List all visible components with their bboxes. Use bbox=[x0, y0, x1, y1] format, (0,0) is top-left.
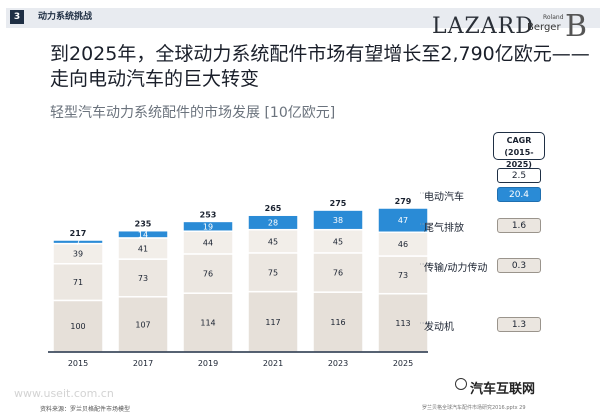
data-label: 7 bbox=[75, 238, 80, 247]
data-label: 19 bbox=[203, 222, 213, 231]
total-label: 265 bbox=[265, 204, 282, 213]
logo-rb-big: Berger bbox=[527, 22, 561, 33]
cagr-title: CAGR bbox=[506, 136, 532, 145]
x-tick-label: 2017 bbox=[133, 359, 153, 368]
bar-segment bbox=[377, 292, 429, 353]
data-label: 73 bbox=[398, 271, 408, 280]
bar-segment bbox=[117, 258, 169, 298]
cagr-total-value: 2.5 bbox=[497, 168, 541, 183]
legend-powertrain-label: 传输/动力传动 bbox=[424, 263, 488, 274]
data-label: 100 bbox=[70, 322, 85, 331]
lazard-logo: LAZARD bbox=[432, 14, 534, 39]
total-label: 217 bbox=[70, 229, 87, 238]
header-strip bbox=[6, 8, 600, 28]
chart-title: 轻型汽车动力系统配件的市场发展 [10亿欧元] bbox=[50, 105, 336, 121]
cagr-engine-value: 1.3 bbox=[497, 317, 541, 332]
bar-segment bbox=[117, 237, 169, 260]
bar-segment bbox=[182, 292, 234, 353]
cagr-header-box: CAGR (2015-2025) bbox=[493, 132, 545, 169]
data-label: 39 bbox=[73, 250, 83, 259]
data-label: 14 bbox=[138, 230, 148, 239]
data-label: 73 bbox=[138, 274, 148, 283]
cagr-powertrain-value: 0.3 bbox=[497, 258, 541, 273]
bar-segment bbox=[52, 262, 104, 302]
data-label: 45 bbox=[268, 237, 278, 246]
total-label: 279 bbox=[395, 197, 412, 206]
cagr-exhaust-value: 1.6 bbox=[497, 218, 541, 233]
data-label: 46 bbox=[398, 240, 408, 249]
x-tick-label: 2023 bbox=[328, 359, 348, 368]
bar-segment bbox=[182, 253, 234, 294]
bar-segment bbox=[247, 290, 299, 353]
file-note: 罗兰贝格全球汽车配件市场研究2016.pptx 29 bbox=[422, 405, 526, 411]
x-tick-label: 2021 bbox=[263, 359, 283, 368]
data-label: 38 bbox=[333, 216, 343, 225]
legend-ev-label: 电动汽车 bbox=[424, 192, 464, 203]
data-label: 47 bbox=[398, 216, 408, 225]
legend-exhaust-label: 尾气排放 bbox=[424, 223, 464, 234]
bar-segment bbox=[247, 214, 299, 231]
bar-segment bbox=[247, 252, 299, 293]
bar-segment bbox=[377, 255, 429, 295]
x-tick-label: 2015 bbox=[68, 359, 88, 368]
bar-segment bbox=[52, 299, 104, 353]
data-label: 71 bbox=[73, 278, 83, 287]
cagr-period: (2015-2025) bbox=[504, 148, 534, 169]
bar-segment bbox=[117, 296, 169, 353]
legend-engine-label: 发动机 bbox=[424, 322, 454, 333]
data-label: 44 bbox=[203, 239, 213, 248]
bar-segment bbox=[312, 252, 364, 293]
bar-segment bbox=[182, 220, 234, 232]
bar-segment bbox=[312, 228, 364, 254]
data-label: 75 bbox=[268, 268, 278, 277]
watermark-right: 汽车互联网 bbox=[470, 382, 536, 397]
section-title: 动力系统挑战 bbox=[38, 12, 93, 22]
data-label: 28 bbox=[268, 218, 278, 227]
bar-segment bbox=[182, 230, 234, 255]
data-label: 107 bbox=[135, 320, 150, 329]
source-note: 资料来源：罗兰贝格配件市场模型 bbox=[40, 406, 131, 413]
bar-segment bbox=[52, 239, 104, 245]
data-label: 76 bbox=[333, 269, 343, 278]
roland-berger-logo: Roland Berger B bbox=[525, 9, 595, 44]
bar-segment bbox=[117, 229, 169, 239]
bar-segment bbox=[247, 228, 299, 254]
data-label: 76 bbox=[203, 270, 213, 279]
headline: 到2025年，全球动力系统配件市场有望增长至2,790亿欧元——走向电动汽车的巨… bbox=[50, 43, 590, 90]
x-tick-label: 2025 bbox=[393, 359, 413, 368]
wechat-icon bbox=[455, 378, 467, 390]
data-label: 113 bbox=[395, 319, 410, 328]
bar-segment bbox=[312, 291, 364, 353]
bar-segment bbox=[377, 207, 429, 234]
logo-rb-glyph: B bbox=[565, 9, 588, 44]
cagr-ev-value: 20.4 bbox=[497, 187, 541, 202]
total-label: 235 bbox=[135, 220, 152, 229]
data-label: 116 bbox=[330, 318, 345, 327]
section-number-badge: 3 bbox=[10, 10, 24, 24]
bar-segment bbox=[377, 231, 429, 257]
data-label: 114 bbox=[200, 319, 215, 328]
data-label: 41 bbox=[138, 245, 148, 254]
total-label: 275 bbox=[330, 199, 347, 208]
data-label: 117 bbox=[265, 318, 280, 327]
logo-rb-small: Roland bbox=[543, 14, 564, 21]
bar-segment bbox=[312, 209, 364, 231]
watermark-left: www.useit.com.cn bbox=[14, 387, 114, 400]
x-tick-label: 2019 bbox=[198, 359, 218, 368]
total-label: 253 bbox=[200, 210, 217, 219]
bar-segment bbox=[52, 242, 104, 265]
data-label: 45 bbox=[333, 237, 343, 246]
